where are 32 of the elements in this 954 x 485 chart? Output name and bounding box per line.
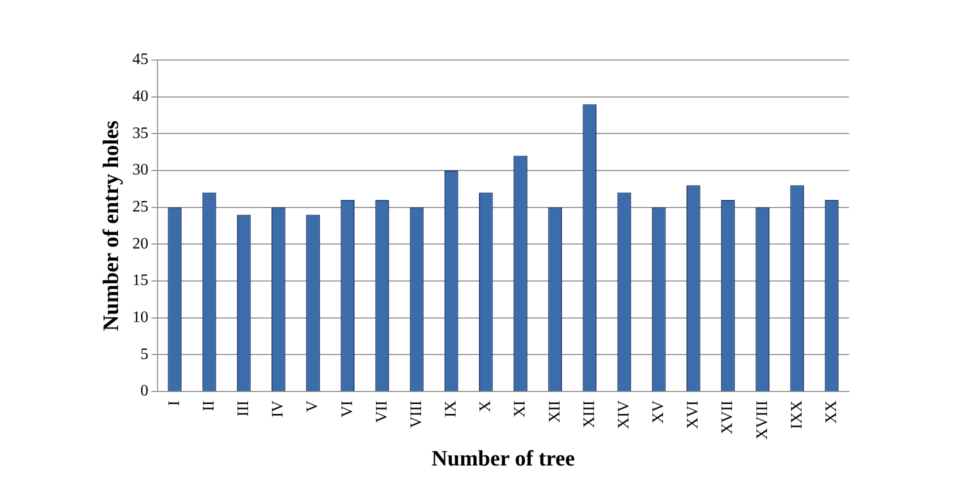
y-axis-title: Number of entry holes [98, 120, 123, 331]
x-axis-title: Number of tree [432, 445, 576, 470]
y-tick-label: 0 [140, 382, 148, 400]
y-tick-label: 35 [132, 124, 148, 142]
x-tick-label: IXX [788, 400, 806, 429]
x-tick-label: V [304, 400, 322, 412]
x-tick-label: XIII [580, 400, 598, 428]
x-tick-label: XVII [719, 400, 736, 434]
y-tick-label: 25 [132, 198, 148, 216]
x-tick-label: VI [338, 400, 356, 418]
x-tick-label: III [235, 400, 252, 416]
x-tick-label: I [166, 400, 183, 406]
y-tick-label: 10 [132, 309, 148, 326]
x-tick-label: IX [442, 400, 460, 418]
y-tick-label: 40 [132, 88, 148, 106]
x-tick-label: X [477, 400, 494, 412]
y-tick-label: 5 [140, 346, 148, 363]
x-tick-label: VII [373, 400, 390, 423]
y-tick-label: 45 [132, 51, 148, 68]
y-tick-label: 20 [132, 235, 148, 252]
x-tick-label: IV [270, 400, 287, 418]
y-tick-label: 30 [132, 162, 148, 179]
x-tick-label: VIII [408, 400, 425, 428]
x-tick-label: XII [546, 400, 564, 423]
x-tick-label: XX [822, 400, 840, 424]
x-tick-label: XVIII [754, 400, 771, 440]
x-tick-label: XIV [615, 400, 632, 429]
x-tick-label: XI [512, 400, 529, 418]
y-tick-label: 15 [132, 272, 148, 290]
x-tick-label: II [200, 400, 218, 412]
x-tick-label: XV [650, 400, 668, 424]
x-tick-label: XVI [684, 400, 702, 429]
